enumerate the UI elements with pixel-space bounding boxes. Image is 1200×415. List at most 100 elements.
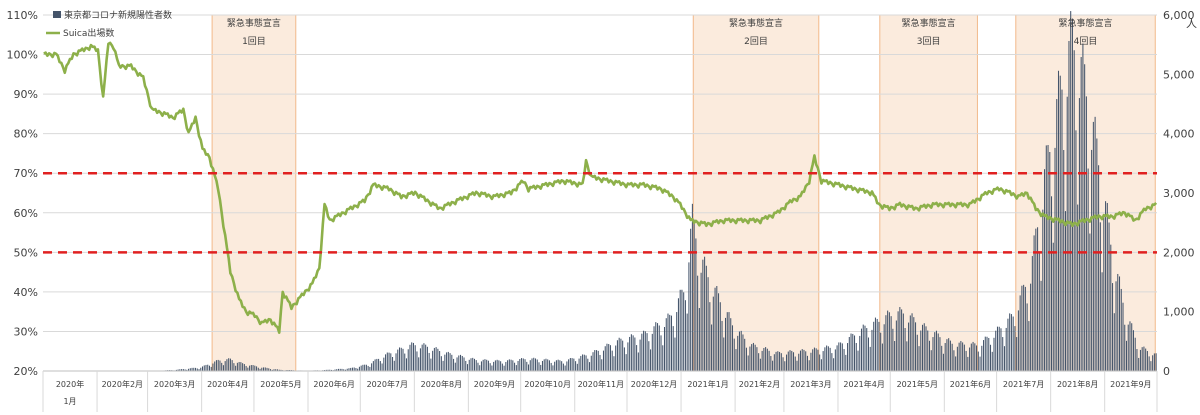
case-bar <box>505 361 507 371</box>
case-bar <box>873 321 875 371</box>
case-bar <box>641 333 643 371</box>
emergency-label-1: 緊急事態宣言 <box>227 17 281 29</box>
case-bar <box>454 362 456 371</box>
x-tick-label: 2021年3月 <box>790 379 831 389</box>
case-bar <box>250 365 252 371</box>
case-bar <box>1078 98 1080 372</box>
case-bar <box>629 336 631 371</box>
case-bar <box>667 313 669 371</box>
case-bar <box>331 369 333 371</box>
case-bar <box>1066 96 1068 372</box>
case-bar <box>534 358 537 371</box>
case-bar <box>451 354 453 371</box>
case-bar <box>214 361 216 371</box>
case-bar <box>925 326 927 371</box>
case-bar <box>1061 89 1063 371</box>
case-bar <box>965 350 967 371</box>
case-bar <box>995 330 997 371</box>
case-bar <box>395 353 397 371</box>
case-bar <box>1005 327 1007 371</box>
case-bar <box>643 330 645 371</box>
case-bar <box>360 365 362 371</box>
case-bar <box>867 337 869 371</box>
case-bar <box>1017 310 1019 371</box>
case-bar <box>897 311 899 371</box>
case-bar <box>662 345 664 371</box>
case-bar <box>998 326 1000 371</box>
case-bar <box>329 369 331 371</box>
case-bar <box>547 359 549 371</box>
case-bar <box>559 360 561 371</box>
case-bar <box>571 358 573 371</box>
case-bar <box>566 361 568 371</box>
case-bar <box>885 315 887 371</box>
case-bar <box>637 352 639 371</box>
case-bar <box>944 343 946 371</box>
case-bar <box>1099 222 1101 371</box>
y-right-tick-label: 3,000 <box>1163 187 1195 200</box>
case-bar <box>358 366 360 371</box>
case-bar <box>956 346 958 371</box>
case-bar <box>616 340 618 371</box>
case-bar <box>993 337 995 371</box>
case-bar <box>411 342 413 371</box>
case-bar <box>606 343 608 371</box>
case-bar <box>430 358 432 371</box>
case-bar <box>920 330 922 371</box>
case-bar <box>745 347 747 371</box>
case-bar <box>709 302 711 371</box>
case-bar <box>175 369 177 371</box>
case-bar <box>268 368 270 371</box>
case-bar <box>942 353 944 371</box>
case-bar <box>843 349 845 371</box>
case-bar <box>850 333 852 371</box>
case-bar <box>906 341 908 371</box>
case-bar <box>538 362 540 371</box>
case-bar <box>568 359 570 371</box>
case-bar <box>364 364 366 371</box>
case-bar <box>826 345 828 371</box>
y-left-tick-label: 70% <box>14 167 38 180</box>
case-bar <box>1033 235 1035 371</box>
y-right-tick-label: 1,000 <box>1163 306 1195 319</box>
case-bar <box>257 367 259 371</box>
case-bar <box>681 289 683 371</box>
case-bar <box>796 360 798 371</box>
case-bar <box>630 334 632 371</box>
case-bar <box>735 349 737 371</box>
case-bar <box>658 325 660 371</box>
case-bar <box>447 351 449 371</box>
y-right-tick-label: 6,000 <box>1163 9 1195 22</box>
case-bar <box>981 345 983 371</box>
case-bar <box>704 256 706 371</box>
case-bar <box>962 342 964 371</box>
case-bar <box>236 362 238 371</box>
case-bar <box>238 362 240 371</box>
case-bar <box>623 347 625 371</box>
case-bar <box>540 364 542 371</box>
case-bar <box>660 335 662 371</box>
case-bar <box>446 352 448 371</box>
case-bar <box>1012 316 1014 371</box>
case-bar <box>210 366 212 371</box>
case-bar <box>852 333 854 371</box>
case-bar <box>400 347 402 371</box>
case-bar <box>770 355 772 371</box>
case-bar <box>1056 99 1058 372</box>
case-bar <box>582 354 584 371</box>
case-bar <box>679 289 681 371</box>
case-bar <box>1131 323 1133 371</box>
case-bar <box>613 356 615 371</box>
case-bar <box>473 358 476 371</box>
case-bar <box>344 369 346 371</box>
case-bar <box>1023 284 1025 371</box>
case-bar <box>684 300 686 371</box>
case-bar <box>798 353 800 371</box>
case-bar <box>636 345 638 371</box>
case-bar <box>486 359 488 371</box>
emergency-count-label-4: 4回目 <box>1074 36 1098 47</box>
case-bar <box>510 359 512 371</box>
case-bar <box>1124 324 1126 371</box>
case-bar <box>1132 330 1134 371</box>
case-bar <box>686 313 688 371</box>
